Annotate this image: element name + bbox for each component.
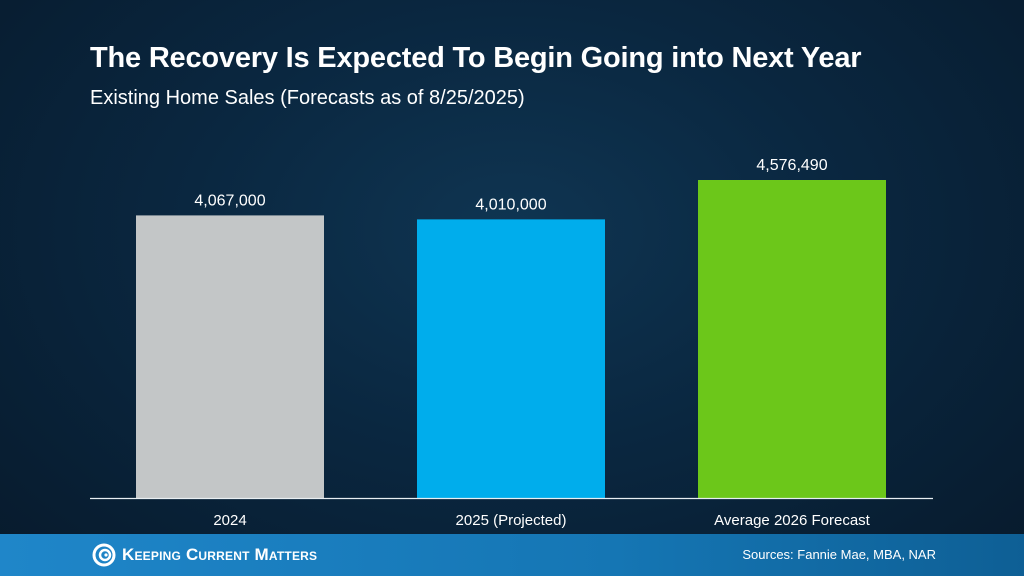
x-tick-label: Average 2026 Forecast — [714, 512, 870, 529]
data-label: 4,010,000 — [475, 196, 546, 213]
footer-bar: Keeping Current Matters Sources: Fannie … — [0, 534, 1024, 576]
bar-chart: 4,067,000 2024 4,010,000 2025 (Projected) 4,… — [90, 157, 933, 529]
chart-title: The Recovery Is Expected To Begin Going … — [90, 42, 862, 74]
brand-name: Keeping Current Matters — [122, 545, 318, 564]
data-label: 4,576,490 — [756, 157, 827, 174]
chart-subtitle: Existing Home Sales (Forecasts as of 8/2… — [90, 87, 525, 109]
brand-logo: Keeping Current Matters — [92, 543, 317, 567]
bar — [136, 215, 324, 498]
x-tick-label: 2025 (Projected) — [456, 512, 567, 529]
x-tick-label: 2024 — [213, 512, 246, 529]
bar — [417, 219, 605, 498]
bar — [698, 180, 886, 498]
data-label: 4,067,000 — [194, 192, 265, 209]
swirl-logo-icon — [92, 543, 116, 567]
sources-note: Sources: Fannie Mae, MBA, NAR — [742, 547, 936, 562]
